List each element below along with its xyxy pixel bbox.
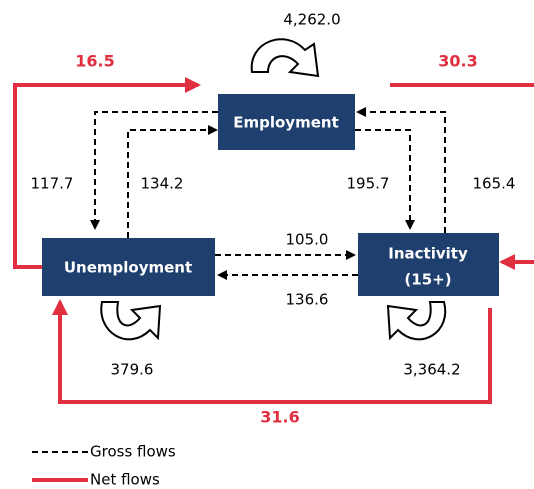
legend-label: Gross flows	[90, 443, 176, 461]
node-sublabel: (15+)	[404, 271, 451, 289]
flow-label: 4,262.0	[283, 11, 340, 29]
node-box	[42, 238, 215, 296]
legend-label: Net flows	[90, 471, 160, 489]
node-box	[218, 94, 355, 150]
loop-arrow	[386, 301, 447, 341]
gross-flow-line	[355, 129, 415, 230]
node-label: Employment	[233, 114, 339, 132]
node-label: Inactivity	[388, 245, 468, 263]
net-flow-label: 30.3	[438, 52, 477, 71]
gross-flow-line	[127, 125, 218, 238]
flow-label: 3,364.2	[403, 361, 460, 379]
loop-arrow	[250, 38, 320, 78]
flow-label: 134.2	[141, 175, 184, 193]
flow-label: 165.4	[473, 175, 516, 193]
flow-label: 117.7	[31, 175, 74, 193]
node-box	[358, 233, 499, 296]
flow-label: 136.6	[286, 291, 329, 309]
gross-flow-line	[356, 107, 446, 233]
net-flow-label: 31.6	[260, 408, 299, 427]
net-flow-line	[52, 299, 492, 404]
flow-label: 105.0	[286, 231, 329, 249]
flow-label: 195.7	[347, 175, 390, 193]
net-flow-label: 16.5	[75, 52, 114, 71]
loop-arrow	[100, 301, 162, 341]
node-label: Unemployment	[64, 259, 192, 277]
net-flow-line	[13, 77, 201, 269]
flow-label: 379.6	[111, 361, 154, 379]
gross-flow-line	[90, 111, 218, 230]
